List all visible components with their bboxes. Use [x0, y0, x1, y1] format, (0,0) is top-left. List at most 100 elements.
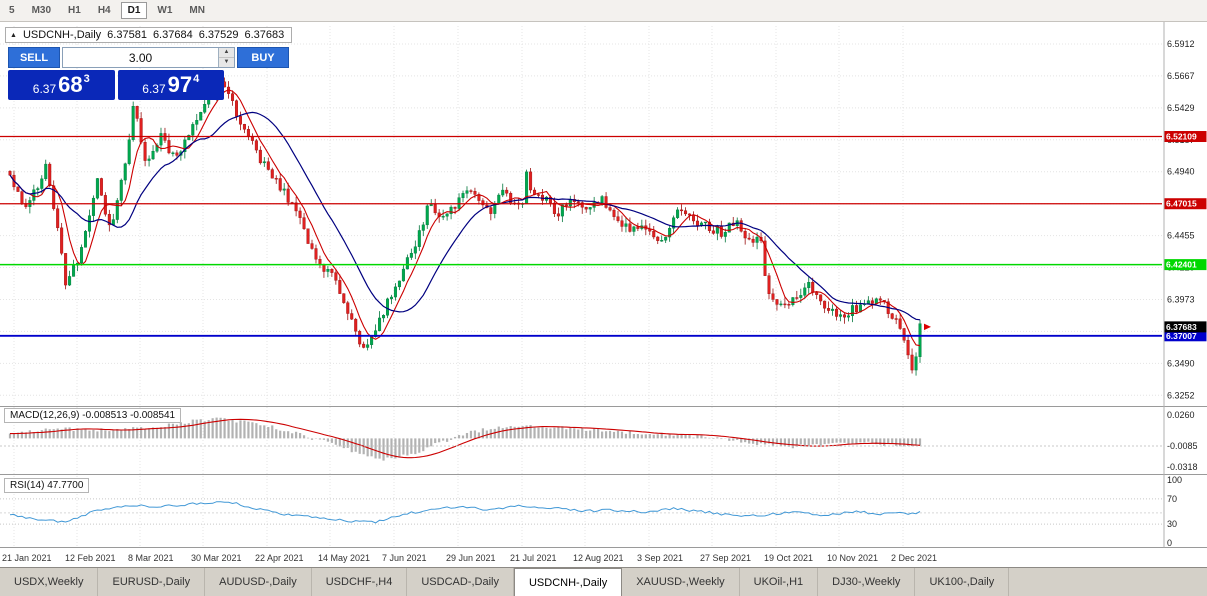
- tab-dj30-weekly[interactable]: DJ30-,Weekly: [818, 568, 916, 596]
- tab-xauusd-weekly[interactable]: XAUUSD-,Weekly: [622, 568, 740, 596]
- volume-spinner: ▲ ▼: [218, 48, 234, 67]
- tab-eurusd-daily[interactable]: EURUSD-,Daily: [98, 568, 206, 596]
- price-badge: [1163, 259, 1207, 271]
- price-tick-label: 6.4455: [1167, 231, 1195, 241]
- date-label: 8 Mar 2021: [128, 553, 174, 563]
- candle-body: [819, 294, 823, 302]
- date-label: 30 Mar 2021: [191, 553, 242, 563]
- candle-body: [99, 178, 103, 196]
- macd-signal-line: [10, 418, 921, 459]
- macd-axis-label: -0.0318: [1167, 462, 1198, 472]
- candle-body: [568, 199, 572, 207]
- ohlc-high: 6.37684: [152, 29, 193, 41]
- candle-body: [16, 186, 20, 192]
- collapse-chart-icon[interactable]: ▲: [10, 31, 17, 39]
- candle-body: [354, 318, 358, 332]
- one-click-trading-panel: SELL ▲ ▼ BUY 6.37 68 3 6.37 97 4: [8, 47, 289, 100]
- candle-body: [366, 344, 370, 348]
- candle-body: [91, 197, 95, 216]
- timeframe-5[interactable]: 5: [2, 2, 22, 19]
- macd-indicator-label: MACD(12,26,9) -0.008513 -0.008541: [4, 408, 182, 423]
- candle-body: [846, 315, 850, 318]
- timeframe-h4[interactable]: H4: [91, 2, 118, 19]
- candle-body: [429, 204, 433, 207]
- candle-body: [139, 118, 143, 143]
- ohlc-low: 6.37529: [198, 29, 239, 41]
- candle-body: [747, 237, 751, 240]
- candle-body: [580, 202, 584, 208]
- candle-body: [791, 297, 795, 306]
- candle-body: [692, 214, 696, 222]
- candle-body: [338, 280, 342, 294]
- volume-increase-button[interactable]: ▲: [219, 48, 234, 58]
- candle-body: [250, 136, 254, 141]
- grid-layer: [0, 26, 1162, 546]
- candle-body: [564, 204, 568, 207]
- macd-axis-label: 0.0260: [1167, 410, 1195, 420]
- candle-body: [501, 189, 505, 196]
- chart-panel: 21 Jan 2021 12 Feb 2021 8 Mar 2021 30 Mar 2…: [0, 22, 1207, 567]
- sell-button[interactable]: SELL: [8, 47, 60, 68]
- price-tick-label: 6.5429: [1167, 103, 1195, 113]
- rsi-axis-label: 30: [1167, 519, 1177, 529]
- date-label: 21 Jul 2021: [510, 553, 557, 563]
- candle-body: [652, 231, 656, 238]
- candle-body: [703, 221, 707, 224]
- candle-body: [266, 161, 270, 170]
- buy-button[interactable]: BUY: [237, 47, 289, 68]
- timeframe-d1[interactable]: D1: [120, 2, 148, 19]
- candle-body: [755, 236, 759, 243]
- sell-price-button[interactable]: 6.37 68 3: [8, 70, 115, 100]
- candle-body: [294, 202, 298, 212]
- tab-usdcad-daily[interactable]: USDCAD-,Daily: [407, 568, 514, 596]
- timeframe-w1[interactable]: W1: [150, 2, 179, 19]
- candle-body: [159, 133, 163, 146]
- candle-body: [107, 214, 111, 226]
- candle-body: [910, 354, 914, 371]
- chart-tabs-bar: USDX,Weekly EURUSD-,Daily AUDUSD-,Daily USD…: [0, 567, 1207, 596]
- buy-price-button[interactable]: 6.37 97 4: [117, 70, 224, 100]
- candle-body: [143, 142, 147, 161]
- candle-body: [171, 152, 175, 155]
- candle-body: [48, 163, 52, 186]
- tab-usdcnh-daily[interactable]: USDCNH-,Daily: [513, 568, 623, 596]
- volume-decrease-button[interactable]: ▼: [219, 58, 234, 67]
- price-tick-label: 6.5667: [1167, 71, 1195, 81]
- candle-body: [306, 228, 310, 244]
- tab-audusd-daily[interactable]: AUDUSD-,Daily: [205, 568, 312, 596]
- candle-body: [386, 298, 390, 316]
- price-badge-bg: [1163, 330, 1207, 342]
- tab-usdx-weekly[interactable]: USDX,Weekly: [0, 568, 99, 596]
- volume-input[interactable]: [63, 48, 218, 67]
- date-label: 12 Aug 2021: [573, 553, 624, 563]
- candle-body: [680, 209, 684, 212]
- candle-body: [767, 275, 771, 294]
- tab-ukoil-h1[interactable]: UKOil-,H1: [740, 568, 819, 596]
- tab-uk100-daily[interactable]: UK100-,Daily: [915, 568, 1010, 596]
- timeframe-mn[interactable]: MN: [182, 2, 212, 19]
- rsi-indicator-label: RSI(14) 47.7700: [4, 478, 90, 493]
- candle-body: [405, 257, 409, 270]
- candle-body: [870, 300, 874, 304]
- candle-body: [469, 190, 473, 192]
- candle-body: [374, 330, 378, 337]
- timeframe-h1[interactable]: H1: [61, 2, 88, 19]
- candle-body: [727, 222, 731, 233]
- candle-body: [195, 120, 199, 125]
- candle-body: [119, 179, 123, 201]
- macd-axis-label: -0.0085: [1167, 441, 1198, 451]
- candle-body: [242, 124, 246, 130]
- price-badge-text: 6.37683: [1166, 322, 1197, 332]
- candle-body: [147, 158, 151, 161]
- candle-body: [473, 191, 477, 195]
- candle-body: [779, 303, 783, 306]
- timeframe-m30[interactable]: M30: [25, 2, 58, 19]
- candle-body: [445, 213, 449, 217]
- tab-usdchf-h4[interactable]: USDCHF-,H4: [312, 568, 408, 596]
- candle-body: [656, 236, 660, 241]
- chart-canvas[interactable]: 21 Jan 2021 12 Feb 2021 8 Mar 2021 30 Mar 2…: [0, 22, 1207, 567]
- candle-body: [191, 124, 195, 136]
- price-badge: [1163, 330, 1207, 342]
- price-tick-label: 6.3252: [1167, 390, 1195, 400]
- date-label: 22 Apr 2021: [255, 553, 304, 563]
